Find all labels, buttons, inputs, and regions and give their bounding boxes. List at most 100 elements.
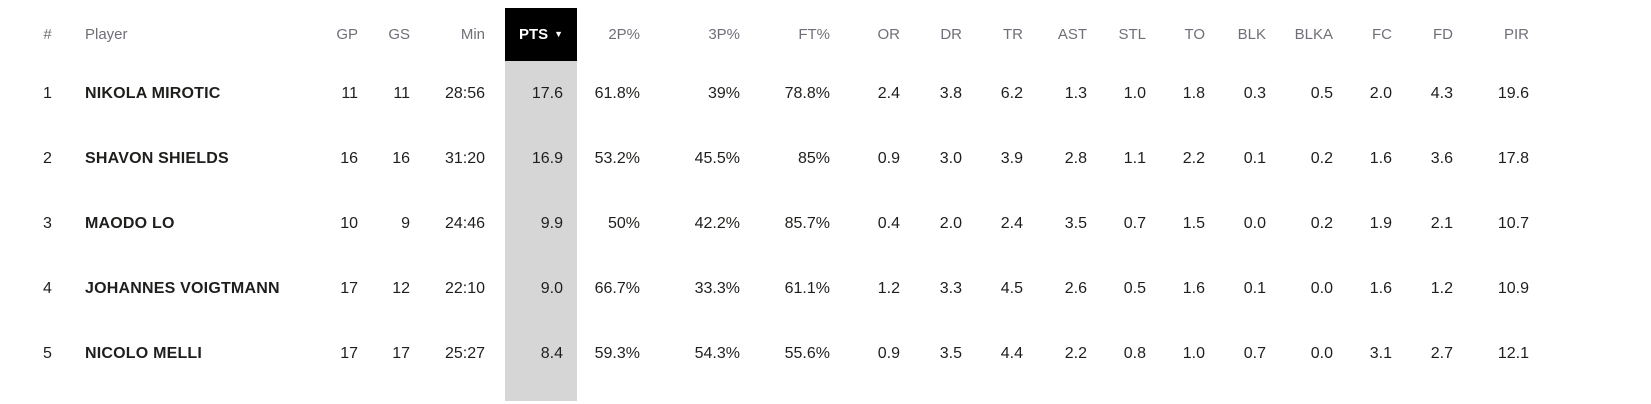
stat-cell-ast: 1.3	[1064, 84, 1087, 102]
column-header-gs[interactable]: GS	[378, 8, 430, 61]
table-bottom-spacer	[0, 386, 1549, 401]
stat-cell-fd: 4.3	[1430, 84, 1453, 102]
stat-cell-blka: 0.0	[1310, 344, 1333, 362]
column-header-ftpct[interactable]: FT%	[760, 8, 850, 61]
stat-cell-p3pct: 33.3%	[694, 279, 740, 297]
spacer-cell	[1412, 386, 1473, 401]
stat-cell-to: 1.8	[1182, 84, 1205, 102]
stat-cell-min: 24:46	[444, 214, 485, 232]
stat-cell-blka: 0.2	[1310, 214, 1333, 232]
player-name-cell[interactable]: JOHANNES VOIGTMANN	[85, 279, 280, 297]
stat-cell-fc: 3.1	[1369, 344, 1392, 362]
column-header-label: TR	[1003, 26, 1023, 43]
player-name-cell[interactable]: NIKOLA MIROTIC	[85, 84, 221, 102]
stat-cell-tr: 6.2	[1000, 84, 1023, 102]
column-header-pir[interactable]: PIR	[1473, 8, 1549, 61]
stat-cell-blk: 0.3	[1243, 84, 1266, 102]
stat-cell-min: 22:10	[444, 279, 485, 297]
stat-cell-ftpct: 61.1%	[784, 279, 830, 297]
stat-cell-ftpct: 85%	[797, 149, 830, 167]
table-row: 2 SHAVON SHIELDS 16 16 31:20 16.9 53.2% 45.5% 85…	[0, 126, 1549, 191]
stat-cell-stl: 0.7	[1123, 214, 1146, 232]
column-header-p2pct[interactable]: 2P%	[577, 8, 660, 61]
stat-cell-tr: 4.4	[1000, 344, 1023, 362]
stat-cell-or: 0.9	[877, 149, 900, 167]
column-header-p3pct[interactable]: 3P%	[660, 8, 760, 61]
column-header-min[interactable]: Min	[430, 8, 505, 61]
table-row: 5 NICOLO MELLI 17 17 25:27 8.4 59.3% 54.3% 55.6%…	[0, 321, 1549, 386]
column-header-to[interactable]: TO	[1166, 8, 1225, 61]
stat-cell-gs: 16	[392, 149, 410, 167]
player-name-cell[interactable]: MAODO LO	[85, 214, 175, 232]
stat-cell-ftpct: 85.7%	[784, 214, 830, 232]
column-header-player[interactable]: Player	[70, 8, 320, 61]
column-header-rank[interactable]: #	[0, 8, 70, 61]
stat-cell-p3pct: 42.2%	[694, 214, 740, 232]
column-header-blka[interactable]: BLKA	[1286, 8, 1353, 61]
player-rank-cell: 3	[43, 214, 52, 232]
stat-cell-gs: 11	[393, 84, 410, 102]
column-header-or[interactable]: OR	[850, 8, 920, 61]
stat-cell-pir: 10.9	[1497, 279, 1529, 297]
stat-cell-to: 1.5	[1182, 214, 1205, 232]
column-header-label: AST	[1057, 26, 1087, 43]
stat-cell-pir: 17.8	[1497, 149, 1529, 167]
column-header-label: PIR	[1503, 26, 1529, 43]
player-name-cell[interactable]: SHAVON SHIELDS	[85, 149, 229, 167]
column-header-fc[interactable]: FC	[1353, 8, 1412, 61]
column-header-gp[interactable]: GP	[320, 8, 378, 61]
column-header-pts[interactable]: PTS ▼	[505, 8, 577, 61]
column-header-dr[interactable]: DR	[920, 8, 982, 61]
column-header-label: GS	[388, 26, 410, 43]
stat-cell-tr: 2.4	[1000, 214, 1023, 232]
stat-cell-gp: 16	[340, 149, 358, 167]
stat-cell-p2pct: 61.8%	[594, 84, 640, 102]
column-header-label: TO	[1184, 26, 1205, 43]
table-row: 3 MAODO LO 10 9 24:46 9.9 50% 42.2% 85.7% 0.4 2.0 2…	[0, 191, 1549, 256]
column-header-label: PTS	[518, 26, 549, 43]
stat-cell-fc: 2.0	[1369, 84, 1392, 102]
player-rank-cell: 2	[43, 149, 52, 167]
column-header-blk[interactable]: BLK	[1225, 8, 1286, 61]
column-header-label: FD	[1433, 26, 1453, 43]
stat-cell-fd: 1.2	[1430, 279, 1453, 297]
spacer-cell	[982, 386, 1043, 401]
column-header-stl[interactable]: STL	[1107, 8, 1166, 61]
stat-cell-tr: 3.9	[1000, 149, 1023, 167]
stat-cell-or: 0.9	[877, 344, 900, 362]
stat-cell-p2pct: 59.3%	[594, 344, 640, 362]
spacer-cell	[1286, 386, 1353, 401]
stat-cell-stl: 1.1	[1123, 149, 1146, 167]
stat-cell-ast: 2.6	[1064, 279, 1087, 297]
spacer-cell	[850, 386, 920, 401]
stat-cell-or: 0.4	[877, 214, 900, 232]
stat-cell-pts: 9.0	[505, 256, 577, 321]
stat-cell-p2pct: 53.2%	[594, 149, 640, 167]
column-header-ast[interactable]: AST	[1043, 8, 1107, 61]
stat-cell-pts: 17.6	[505, 61, 577, 126]
player-name-cell[interactable]: NICOLO MELLI	[85, 344, 203, 362]
spacer-cell	[70, 386, 320, 401]
stat-cell-gp: 10	[340, 214, 358, 232]
player-stats-table: # Player GP GS Min PTS ▼ 2P% 3P% FT% OR DR TR AST STL T…	[0, 8, 1549, 401]
stat-cell-dr: 3.8	[939, 84, 962, 102]
spacer-cell	[320, 386, 378, 401]
stat-cell-pts: 9.9	[505, 191, 577, 256]
stat-cell-or: 1.2	[877, 279, 900, 297]
column-header-fd[interactable]: FD	[1412, 8, 1473, 61]
stat-cell-to: 1.6	[1182, 279, 1205, 297]
stat-cell-fd: 3.6	[1430, 149, 1453, 167]
column-header-tr[interactable]: TR	[982, 8, 1043, 61]
spacer-cell	[920, 386, 982, 401]
stat-cell-fd: 2.7	[1430, 344, 1453, 362]
stat-cell-dr: 3.5	[939, 344, 962, 362]
column-header-label: Player	[85, 26, 128, 43]
stat-cell-ftpct: 55.6%	[784, 344, 830, 362]
stat-cell-p2pct: 50%	[607, 214, 640, 232]
spacer-cell	[1166, 386, 1225, 401]
stat-cell-blk: 0.1	[1243, 149, 1266, 167]
stat-cell-fc: 1.6	[1369, 279, 1392, 297]
spacer-cell	[0, 386, 70, 401]
table-row: 4 JOHANNES VOIGTMANN 17 12 22:10 9.0 66.7% 33.3…	[0, 256, 1549, 321]
